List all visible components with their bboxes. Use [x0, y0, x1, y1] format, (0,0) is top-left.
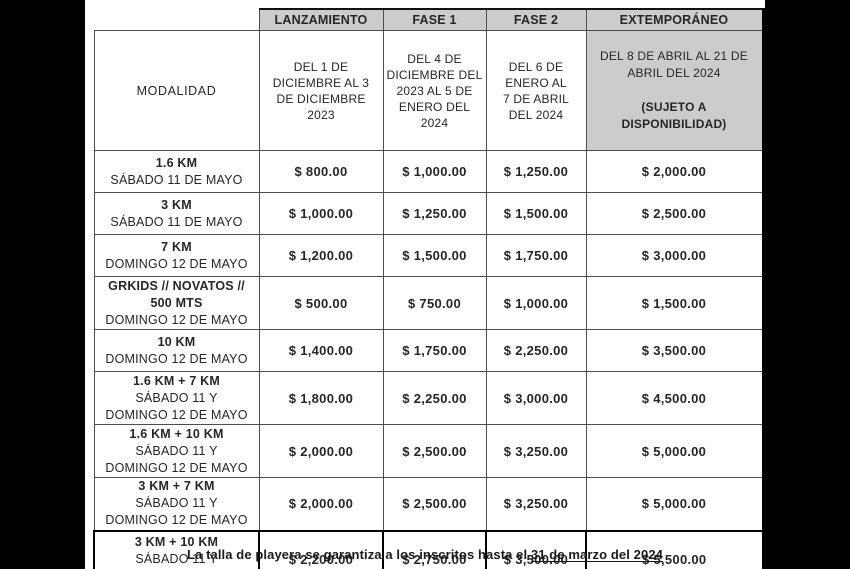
modality-date: SÁBADO 11 Y DOMINGO 12 DE MAYO [105, 496, 248, 528]
table-row: 1.6 KM SÁBADO 11 DE MAYO $ 800.00 $ 1,00… [93, 150, 765, 193]
dates-lanzamiento: DEL 1 DE DICIEMBRE AL 3 DE DICIEMBRE 202… [258, 30, 384, 151]
modality-date: DOMINGO 12 DE MAYO [105, 256, 248, 271]
modality-header: MODALIDAD [93, 30, 260, 151]
price-cell: $ 1,500.00 [382, 234, 487, 277]
price-cell: $ 5,500.00 [585, 529, 765, 569]
availability-note: (SUJETO A DISPONIBILIDAD) [621, 100, 727, 131]
modality-title: 10 KM [157, 334, 196, 349]
modality-title: 1.6 KM [155, 155, 198, 170]
table-row: 1.6 KM + 7 KM SÁBADO 11 Y DOMINGO 12 DE … [93, 371, 765, 425]
dates-extemporaneo: DEL 8 DE ABRIL AL 21 DE ABRIL DEL 2024 (… [585, 30, 765, 151]
table-row: GRKIDS // NOVATOS // 500 MTS DOMINGO 12 … [93, 276, 765, 330]
price-cell: $ 2,500.00 [585, 192, 765, 235]
modality-cell: 1.6 KM + 7 KM SÁBADO 11 Y DOMINGO 12 DE … [93, 371, 260, 425]
shirt-size-note: La talla de playera se garantiza a los i… [85, 547, 765, 562]
price-cell: $ 3,500.00 [485, 529, 587, 569]
price-cell: $ 5,000.00 [585, 477, 765, 531]
price-cell: $ 3,000.00 [585, 234, 765, 277]
dates-fase1: DEL 4 DE DICIEMBRE DEL 2023 AL 5 DE ENER… [382, 30, 487, 151]
table-row: 10 KM DOMINGO 12 DE MAYO $ 1,400.00 $ 1,… [93, 329, 765, 372]
price-cell: $ 750.00 [382, 276, 487, 330]
table-row: 7 KM DOMINGO 12 DE MAYO $ 1,200.00 $ 1,5… [93, 234, 765, 277]
shirt-size-deadline: 31 de marzo del 2024 [530, 547, 664, 562]
modality-cell: GRKIDS // NOVATOS // 500 MTS DOMINGO 12 … [93, 276, 260, 330]
phase-header-row: LANZAMIENTO FASE 1 FASE 2 EXTEMPORÁNEO [94, 8, 765, 31]
modality-cell: 7 KM DOMINGO 12 DE MAYO [93, 234, 260, 277]
page-margin-left [0, 0, 85, 569]
modality-date: SÁBADO 11 Y DOMINGO 12 DE MAYO [105, 443, 248, 475]
corner-blank-cell [94, 9, 259, 31]
modality-cell: 3 KM + 7 KM SÁBADO 11 Y DOMINGO 12 DE MA… [93, 477, 260, 531]
modality-date: SÁBADO 11 Y DOMINGO 12 DE MAYO [105, 390, 248, 422]
price-cell: $ 3,500.00 [585, 329, 765, 372]
price-cell: $ 3,250.00 [485, 424, 587, 478]
modality-date: DOMINGO 12 DE MAYO [105, 312, 248, 327]
price-cell: $ 1,800.00 [258, 371, 384, 425]
price-cell: $ 1,200.00 [258, 234, 384, 277]
price-cell: $ 2,000.00 [258, 477, 384, 531]
page-margin-right [765, 0, 850, 569]
price-cell: $ 1,250.00 [485, 150, 587, 193]
modality-cell: 1.6 KM SÁBADO 11 DE MAYO [93, 150, 260, 193]
price-cell: $ 1,000.00 [485, 276, 587, 330]
modality-date: SÁBADO 11 DE MAYO [110, 172, 243, 187]
modality-title: 3 KM + 7 KM [138, 479, 215, 494]
table-row: 3 KM + 10 KM SÁBADO 11 Y DOMINGO 12 DE M… [93, 529, 765, 569]
price-cell: $ 3,250.00 [485, 477, 587, 531]
header-extemporaneo: EXTEMPORÁNEO [585, 8, 765, 31]
table-row: 3 KM SÁBADO 11 DE MAYO $ 1,000.00 $ 1,25… [93, 192, 765, 235]
price-cell: $ 1,250.00 [382, 192, 487, 235]
modality-cell: 3 KM SÁBADO 11 DE MAYO [93, 192, 260, 235]
price-cell: $ 2,500.00 [382, 477, 487, 531]
price-cell: $ 1,750.00 [485, 234, 587, 277]
price-cell: $ 2,500.00 [382, 424, 487, 478]
modality-title: 1.6 KM + 10 KM [129, 426, 224, 441]
shirt-size-note-text: La talla de playera se garantiza a los i… [186, 547, 531, 562]
price-cell: $ 5,000.00 [585, 424, 765, 478]
modality-cell: 10 KM DOMINGO 12 DE MAYO [93, 329, 260, 372]
header-fase1: FASE 1 [382, 8, 487, 31]
pricing-sheet: LANZAMIENTO FASE 1 FASE 2 EXTEMPORÁNEO M… [85, 0, 765, 569]
price-cell: $ 3,000.00 [485, 371, 587, 425]
price-cell: $ 4,500.00 [585, 371, 765, 425]
price-cell: $ 1,500.00 [585, 276, 765, 330]
modality-title: 1.6 KM + 7 KM [133, 373, 220, 388]
price-cell: $ 1,500.00 [485, 192, 587, 235]
price-cell: $ 500.00 [258, 276, 384, 330]
header-lanzamiento: LANZAMIENTO [258, 8, 384, 31]
dates-fase2: DEL 6 DE ENERO AL 7 DE ABRIL DEL 2024 [485, 30, 587, 151]
modality-title: 7 KM [161, 239, 192, 254]
price-cell: $ 2,750.00 [382, 529, 487, 569]
modality-title: 3 KM + 10 KM [134, 534, 219, 549]
modality-cell: 1.6 KM + 10 KM SÁBADO 11 Y DOMINGO 12 DE… [93, 424, 260, 478]
table-row: 3 KM + 7 KM SÁBADO 11 Y DOMINGO 12 DE MA… [93, 477, 765, 531]
modality-cell: 3 KM + 10 KM SÁBADO 11 Y DOMINGO 12 DE M… [93, 529, 260, 569]
table-row: 1.6 KM + 10 KM SÁBADO 11 Y DOMINGO 12 DE… [93, 424, 765, 478]
pricing-table: LANZAMIENTO FASE 1 FASE 2 EXTEMPORÁNEO M… [93, 8, 765, 569]
price-cell: $ 2,250.00 [382, 371, 487, 425]
price-cell: $ 1,000.00 [258, 192, 384, 235]
price-cell: $ 1,750.00 [382, 329, 487, 372]
modality-date: DOMINGO 12 DE MAYO [105, 351, 248, 366]
modality-date: SÁBADO 11 DE MAYO [110, 214, 243, 229]
header-fase2: FASE 2 [485, 8, 587, 31]
price-cell: $ 2,200.00 [258, 529, 384, 569]
modality-title: GRKIDS // NOVATOS // 500 MTS [108, 278, 245, 310]
dates-extemporaneo-range: DEL 8 DE ABRIL AL 21 DE ABRIL DEL 2024 [599, 49, 748, 80]
price-cell: $ 1,400.00 [258, 329, 384, 372]
price-cell: $ 2,000.00 [258, 424, 384, 478]
dates-header-row: MODALIDAD DEL 1 DE DICIEMBRE AL 3 DE DIC… [93, 30, 765, 151]
price-cell: $ 1,000.00 [382, 150, 487, 193]
price-cell: $ 2,250.00 [485, 329, 587, 372]
price-cell: $ 800.00 [258, 150, 384, 193]
price-cell: $ 2,000.00 [585, 150, 765, 193]
modality-title: 3 KM [161, 197, 192, 212]
